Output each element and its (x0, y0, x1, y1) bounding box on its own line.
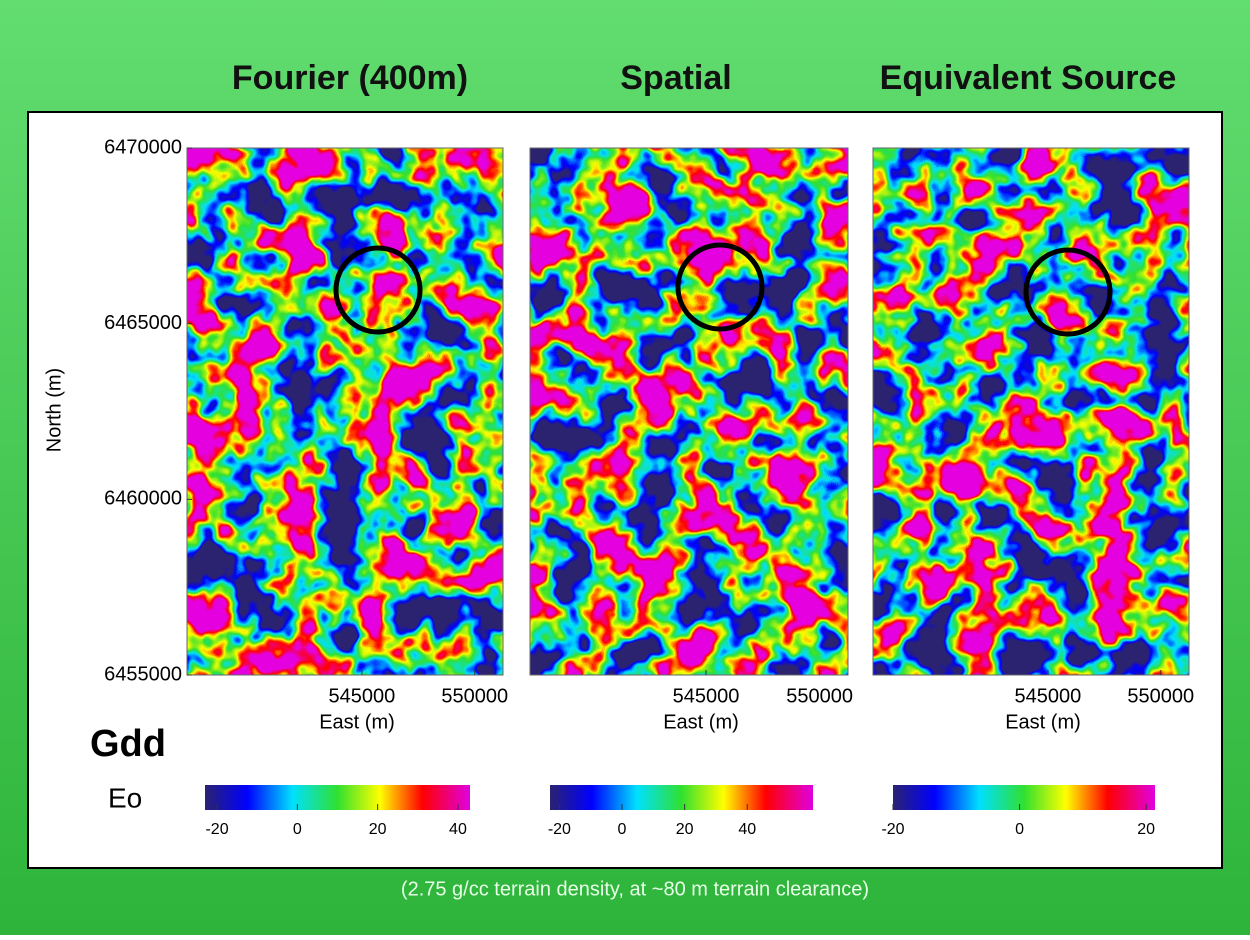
y-tick-label: 6460000 (104, 488, 182, 510)
colorbar-tick-label: 0 (293, 821, 302, 838)
x-axis-label: East (m) (1005, 711, 1081, 733)
colorbar-tick-label: 20 (1137, 821, 1155, 838)
y-axis-label: North (m) (43, 368, 65, 452)
map-image (187, 148, 503, 675)
x-tick-label: 545000 (673, 685, 740, 707)
colorbar-tick-label: -20 (548, 821, 571, 838)
colorbar-tick-label: 40 (449, 821, 467, 838)
x-tick-label: 545000 (329, 685, 396, 707)
colorbar-tick-label: 0 (618, 821, 627, 838)
colorbar (205, 785, 470, 810)
colorbar-tick-label: 20 (676, 821, 694, 838)
panel-title: Spatial (620, 59, 731, 97)
colorbar (550, 785, 813, 810)
map-frame (529, 147, 849, 676)
map-frame (872, 147, 1190, 676)
colorbar-tick-label: -20 (881, 821, 904, 838)
map-image (873, 148, 1189, 675)
y-tick-label: 6455000 (104, 663, 182, 685)
colorbar-tick-label: 40 (738, 821, 756, 838)
colorbar (893, 785, 1155, 810)
y-tick-label: 6470000 (104, 136, 182, 158)
x-tick-label: 550000 (1127, 685, 1194, 707)
map-frame (186, 147, 504, 676)
x-tick-label: 550000 (786, 685, 853, 707)
map-image (530, 148, 848, 675)
unit-label: Eo (108, 782, 142, 813)
panel-title: Equivalent Source (880, 59, 1177, 97)
x-axis-label: East (m) (319, 711, 395, 733)
colorbar-tick-label: 0 (1015, 821, 1024, 838)
highlight-circle (1023, 247, 1113, 337)
panel-title: Fourier (400m) (232, 59, 468, 97)
highlight-circle (675, 242, 765, 332)
highlight-circle (333, 245, 423, 335)
colorbar-tick-label: -20 (205, 821, 228, 838)
x-tick-label: 550000 (441, 685, 508, 707)
y-tick-label: 6465000 (104, 312, 182, 334)
x-axis-label: East (m) (663, 711, 739, 733)
quantity-label: Gdd (90, 723, 166, 765)
caption: (2.75 g/cc terrain density, at ~80 m ter… (401, 878, 869, 900)
colorbar-tick-label: 20 (369, 821, 387, 838)
x-tick-label: 545000 (1015, 685, 1082, 707)
